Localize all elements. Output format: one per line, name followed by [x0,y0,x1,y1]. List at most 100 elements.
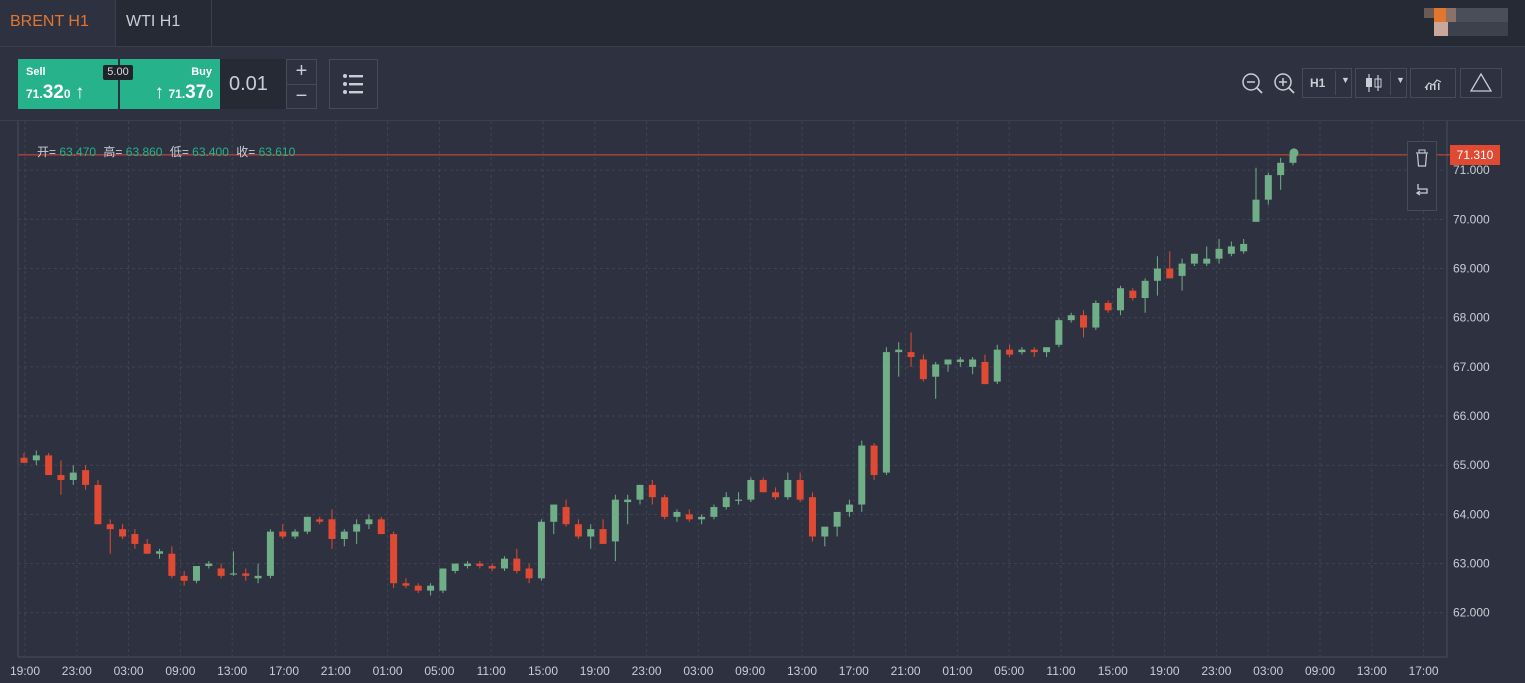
y-tick-label: 66.000 [1453,409,1490,423]
candle-body [636,484,644,500]
candle-body [1030,349,1038,353]
chart-type-select[interactable]: ▼ [1355,68,1407,98]
candle-body [587,529,595,537]
candle-body [710,507,718,517]
candle-body [550,504,558,522]
x-tick-label: 15:00 [1098,664,1128,678]
y-tick-label: 70.000 [1453,212,1490,226]
x-tick-label: 23:00 [62,664,92,678]
arrow-up-icon: ↑ [74,82,85,103]
buy-button[interactable]: Buy ↑ 71.370 [120,59,220,109]
y-tick-label: 68.000 [1453,311,1490,325]
candle-body [464,563,472,567]
candle-body [611,499,619,542]
undo-icon[interactable] [1408,176,1436,210]
candle-body [303,516,311,532]
low-value: 63.400 [192,145,229,159]
candle-body [673,511,681,517]
candle-body [119,529,127,537]
triangle-icon [1469,72,1493,92]
zoom-out-icon[interactable] [1240,71,1264,95]
x-tick-label: 11:00 [1046,664,1075,678]
timeframe-select[interactable]: H1 ▼ [1302,68,1352,98]
low-label: 低= [169,145,189,159]
indicators-icon [1424,79,1442,90]
candle-body [661,497,669,517]
buy-price-last: 0 [206,87,213,101]
x-tick-label: 13:00 [217,664,247,678]
candle-body [192,566,200,581]
candlestick-icon [1366,74,1382,92]
candle-body [131,534,139,544]
quantity-input[interactable]: 0.01 [220,59,286,109]
candle-body [254,575,262,579]
sell-price-int: 71. [26,87,43,101]
decrease-button[interactable]: − [295,85,308,107]
x-tick-label: 05:00 [424,664,454,678]
trash-icon[interactable] [1408,142,1436,176]
candle-body [1055,320,1063,345]
candle-body [143,543,151,554]
candle-body [32,455,40,461]
sell-button[interactable]: Sell 71.320 ↑ [18,59,118,109]
candlestick-chart[interactable]: 62.000 63.000 64.000 65.000 66.000 67.000 68.0… [0,121,1525,683]
candle-body [735,499,743,501]
x-tick-label: 23:00 [632,664,662,678]
tab-wti-h1[interactable]: WTI H1 [116,0,212,46]
candle-body [180,575,188,581]
high-value: 63.860 [125,145,163,159]
y-tick-label: 62.000 [1453,606,1490,620]
candle-body [1190,253,1198,264]
candle-body [94,484,102,525]
candle-body [648,484,656,498]
candle-body [759,479,767,493]
candle-body [1104,302,1112,311]
spread-badge: 5.00 [103,65,133,80]
tab-bar: BRENT H1 WTI H1 [0,0,1525,47]
order-list-button[interactable] [329,59,378,109]
candle-body [82,470,90,485]
candle-body [525,568,533,579]
candle-body [599,529,607,544]
candle-body [845,504,853,512]
x-tick-label: 05:00 [994,664,1024,678]
candle-body [747,479,755,500]
list-icon [343,74,363,94]
candle-body [1153,268,1161,281]
x-tick-label: 13:00 [1357,664,1387,678]
avatar[interactable] [1424,8,1508,36]
candle-body [537,521,545,579]
candle-body [1289,154,1297,163]
candle-body [944,359,952,365]
candle-body [328,519,336,539]
candle-body [279,531,287,537]
zoom-in-icon[interactable] [1272,71,1296,95]
buy-label: Buy [191,66,212,78]
y-tick-label: 67.000 [1453,360,1490,374]
tab-brent-h1[interactable]: BRENT H1 [0,0,116,46]
candle-body [784,479,792,498]
candle-body [932,364,940,377]
candle-body [772,492,780,498]
candle-body [969,359,977,367]
candle-body [1178,263,1186,276]
candle-body [500,558,508,569]
x-tick-label: 19:00 [580,664,610,678]
x-tick-label: 21:00 [891,664,921,678]
candle-body [69,472,77,480]
x-tick-label: 03:00 [683,664,713,678]
indicators-button[interactable] [1410,68,1456,98]
buy-price-main: 37 [185,82,207,103]
drawing-tools-button[interactable] [1460,68,1502,98]
candle-body [981,361,989,385]
price-chart[interactable]: 62.000 63.000 64.000 65.000 66.000 67.000 68.0… [0,121,1525,683]
candle-body [698,516,706,520]
open-value: 63.470 [59,145,97,159]
candle-body [266,531,274,576]
candle-body [956,359,964,362]
increase-button[interactable]: + [287,60,316,85]
candle-body [57,475,65,480]
candle-body [106,524,114,530]
line-tools-panel [1407,141,1437,211]
candle-body [488,566,496,569]
